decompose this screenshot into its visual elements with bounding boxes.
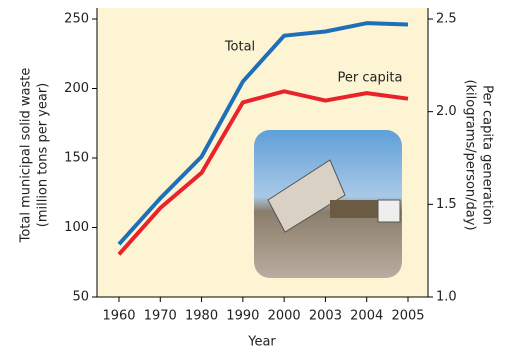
y2-tick-label: 2.0 (436, 104, 457, 119)
y-tick-label: 250 (64, 12, 89, 27)
series-line (117, 89, 409, 256)
y2-tick-label: 2.5 (436, 12, 457, 27)
y-tick-label: 150 (64, 151, 89, 166)
x-tick-label: 2004 (350, 309, 383, 324)
y2-tick-label: 1.0 (436, 290, 457, 305)
y-tick-label: 100 (64, 220, 89, 235)
y-axis-title: (million tons per year) (36, 83, 51, 228)
series-line (117, 21, 409, 246)
series-label: Per capita (338, 71, 403, 86)
y-tick-label: 200 (64, 81, 89, 96)
x-tick-label: 1960 (102, 309, 135, 324)
x-tick-label: 2005 (391, 309, 424, 324)
x-tick-label: 1990 (226, 309, 259, 324)
x-tick-label: 1980 (185, 309, 218, 324)
y2-tick-label: 1.5 (436, 197, 457, 212)
x-tick-label: 2000 (268, 309, 301, 324)
y2-axis-title: (kilograms/person/day) (463, 79, 478, 230)
y-tick-label: 50 (72, 290, 89, 305)
x-tick-label: 2003 (309, 309, 342, 324)
x-axis-title: Year (247, 335, 276, 350)
y2-axis-title: Per capita generation (480, 85, 495, 225)
truck (267, 159, 401, 233)
x-tick-label: 1970 (144, 309, 177, 324)
y-axis-title: Total municipal solid waste (19, 68, 34, 244)
series-label: Total (224, 40, 255, 55)
